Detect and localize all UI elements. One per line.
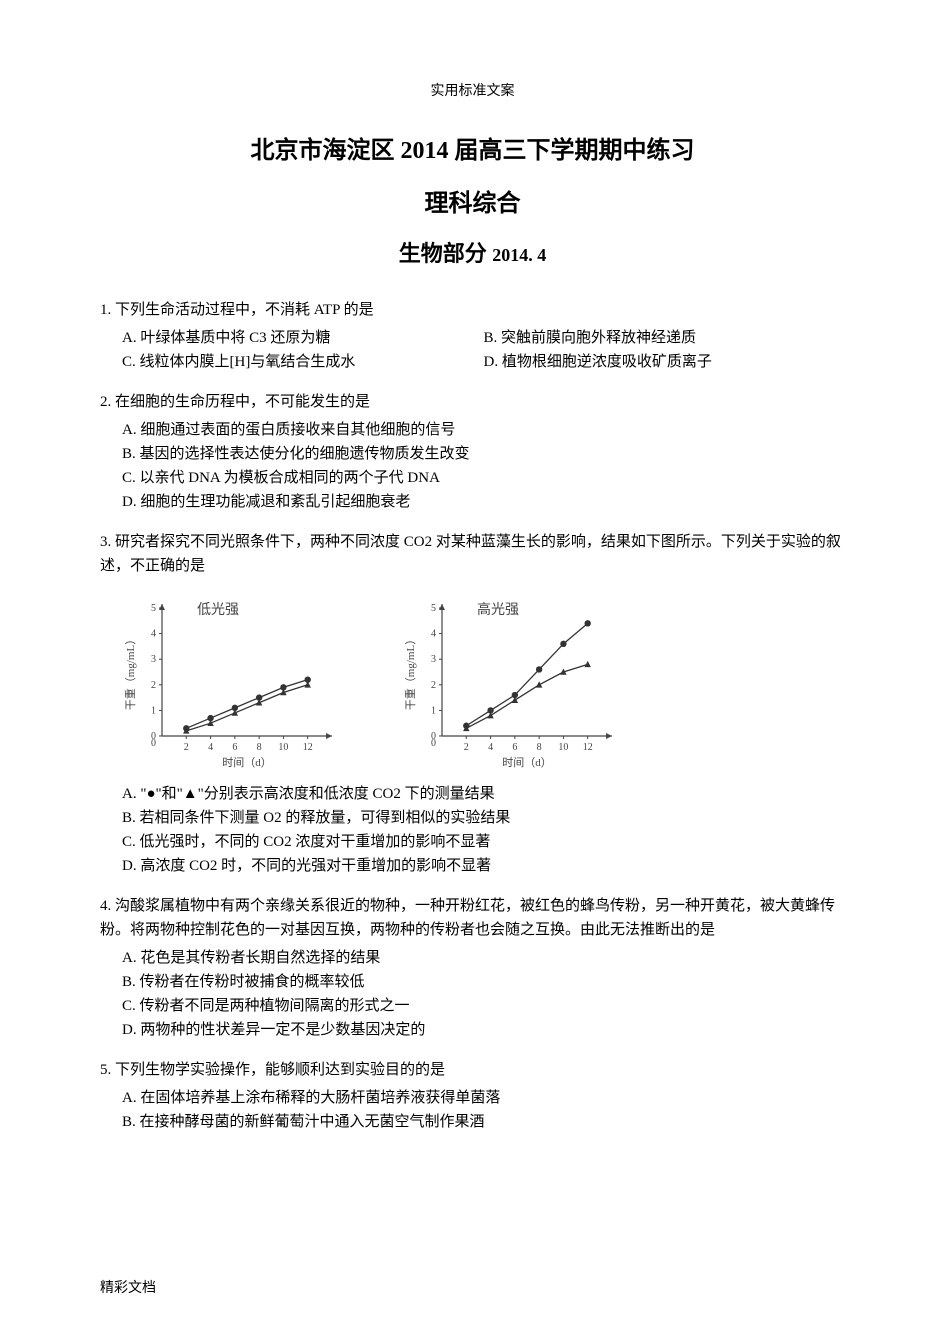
svg-text:4: 4 bbox=[431, 629, 436, 640]
svg-text:3: 3 bbox=[151, 654, 156, 665]
question-5-stem: 5. 下列生物学实验操作，能够顺利达到实验目的的是 bbox=[100, 1058, 845, 1082]
svg-text:5: 5 bbox=[431, 603, 436, 614]
option-2a: A. 细胞通过表面的蛋白质接收来自其他细胞的信号 bbox=[122, 418, 845, 442]
svg-text:3: 3 bbox=[431, 654, 436, 665]
svg-text:10: 10 bbox=[558, 742, 568, 753]
footer-label: 精彩文档 bbox=[100, 1277, 156, 1297]
svg-text:1: 1 bbox=[151, 705, 156, 716]
svg-text:时间（d）: 时间（d） bbox=[502, 756, 552, 769]
svg-text:2: 2 bbox=[464, 742, 469, 753]
svg-text:低光强: 低光强 bbox=[197, 602, 239, 618]
option-2b: B. 基因的选择性表达使分化的细胞遗传物质发生改变 bbox=[122, 442, 845, 466]
option-1d: D. 植物根细胞逆浓度吸收矿质离子 bbox=[484, 350, 846, 374]
option-5a: A. 在固体培养基上涂布稀释的大肠杆菌培养液获得单菌落 bbox=[122, 1086, 845, 1110]
option-3d: D. 高浓度 CO2 时，不同的光强对干重增加的影响不显著 bbox=[122, 854, 845, 878]
option-3b: B. 若相同条件下测量 O2 的释放量，可得到相似的实验结果 bbox=[122, 806, 845, 830]
option-1c: C. 线粒体内膜上[H]与氧结合生成水 bbox=[122, 350, 484, 374]
svg-text:8: 8 bbox=[257, 742, 262, 753]
option-1b: B. 突触前膜向胞外释放神经递质 bbox=[484, 326, 846, 350]
svg-text:1: 1 bbox=[431, 705, 436, 716]
option-3c: C. 低光强时，不同的 CO2 浓度对干重增加的影响不显著 bbox=[122, 830, 845, 854]
svg-text:10: 10 bbox=[278, 742, 288, 753]
question-3-stem: 3. 研究者探究不同光照条件下，两种不同浓度 CO2 对某种蓝藻生长的影响，结果… bbox=[100, 530, 845, 578]
option-4d: D. 两物种的性状差异一定不是少数基因决定的 bbox=[122, 1018, 845, 1042]
option-4c: C. 传粉者不同是两种植物间隔离的形式之一 bbox=[122, 994, 845, 1018]
title-section: 生物部分 2014. 4 bbox=[100, 236, 845, 268]
option-4b: B. 传粉者在传粉时被捕食的概率较低 bbox=[122, 970, 845, 994]
question-4: 4. 沟酸浆属植物中有两个亲缘关系很近的物种，一种开粉红花，被红色的蜂鸟传粉，另… bbox=[100, 894, 845, 1042]
header-label: 实用标准文案 bbox=[100, 80, 845, 100]
svg-text:12: 12 bbox=[303, 742, 313, 753]
svg-text:2: 2 bbox=[431, 680, 436, 691]
question-1-stem: 1. 下列生命活动过程中，不消耗 ATP 的是 bbox=[100, 298, 845, 322]
svg-text:干重（mg/mL）: 干重（mg/mL） bbox=[123, 634, 137, 710]
svg-text:4: 4 bbox=[208, 742, 213, 753]
chart-high-light: 012345246810120时间（d）干重（mg/mL）高光强 bbox=[402, 590, 622, 770]
svg-text:6: 6 bbox=[512, 742, 517, 753]
svg-text:高光强: 高光强 bbox=[477, 601, 519, 618]
chart-2-svg: 012345246810120时间（d）干重（mg/mL）高光强 bbox=[402, 590, 622, 770]
charts-container: 012345246810120时间（d）干重（mg/mL）低光强 0123452… bbox=[122, 590, 845, 770]
option-2d: D. 细胞的生理功能减退和紊乱引起细胞衰老 bbox=[122, 490, 845, 514]
title-main: 北京市海淀区 2014 届高三下学期期中练习 bbox=[100, 130, 845, 165]
question-3: 3. 研究者探究不同光照条件下，两种不同浓度 CO2 对某种蓝藻生长的影响，结果… bbox=[100, 530, 845, 878]
title-section-text: 生物部分 bbox=[399, 241, 487, 266]
svg-text:2: 2 bbox=[151, 680, 156, 691]
svg-text:4: 4 bbox=[488, 742, 493, 753]
chart-1-svg: 012345246810120时间（d）干重（mg/mL）低光强 bbox=[122, 590, 342, 770]
chart-low-light: 012345246810120时间（d）干重（mg/mL）低光强 bbox=[122, 590, 342, 770]
question-2-stem: 2. 在细胞的生命历程中，不可能发生的是 bbox=[100, 390, 845, 414]
svg-text:6: 6 bbox=[232, 742, 237, 753]
svg-text:0: 0 bbox=[431, 738, 436, 749]
option-5b: B. 在接种酵母菌的新鲜葡萄汁中通入无菌空气制作果酒 bbox=[122, 1110, 845, 1134]
svg-text:2: 2 bbox=[184, 742, 189, 753]
title-date: 2014. 4 bbox=[492, 245, 546, 265]
svg-text:5: 5 bbox=[151, 603, 156, 614]
option-1a: A. 叶绿体基质中将 C3 还原为糖 bbox=[122, 326, 484, 350]
svg-text:0: 0 bbox=[151, 738, 156, 749]
question-4-stem: 4. 沟酸浆属植物中有两个亲缘关系很近的物种，一种开粉红花，被红色的蜂鸟传粉，另… bbox=[100, 894, 845, 942]
svg-text:时间（d）: 时间（d） bbox=[222, 756, 272, 769]
svg-text:8: 8 bbox=[537, 742, 542, 753]
option-3a: A. "●"和"▲"分别表示高浓度和低浓度 CO2 下的测量结果 bbox=[122, 782, 845, 806]
option-2c: C. 以亲代 DNA 为模板合成相同的两个子代 DNA bbox=[122, 466, 845, 490]
svg-text:干重（mg/mL）: 干重（mg/mL） bbox=[403, 634, 417, 710]
svg-text:4: 4 bbox=[151, 629, 156, 640]
question-2: 2. 在细胞的生命历程中，不可能发生的是 A. 细胞通过表面的蛋白质接收来自其他… bbox=[100, 390, 845, 514]
svg-text:12: 12 bbox=[583, 742, 593, 753]
question-1: 1. 下列生命活动过程中，不消耗 ATP 的是 A. 叶绿体基质中将 C3 还原… bbox=[100, 298, 845, 374]
title-sub: 理科综合 bbox=[100, 183, 845, 218]
option-4a: A. 花色是其传粉者长期自然选择的结果 bbox=[122, 946, 845, 970]
question-5: 5. 下列生物学实验操作，能够顺利达到实验目的的是 A. 在固体培养基上涂布稀释… bbox=[100, 1058, 845, 1134]
